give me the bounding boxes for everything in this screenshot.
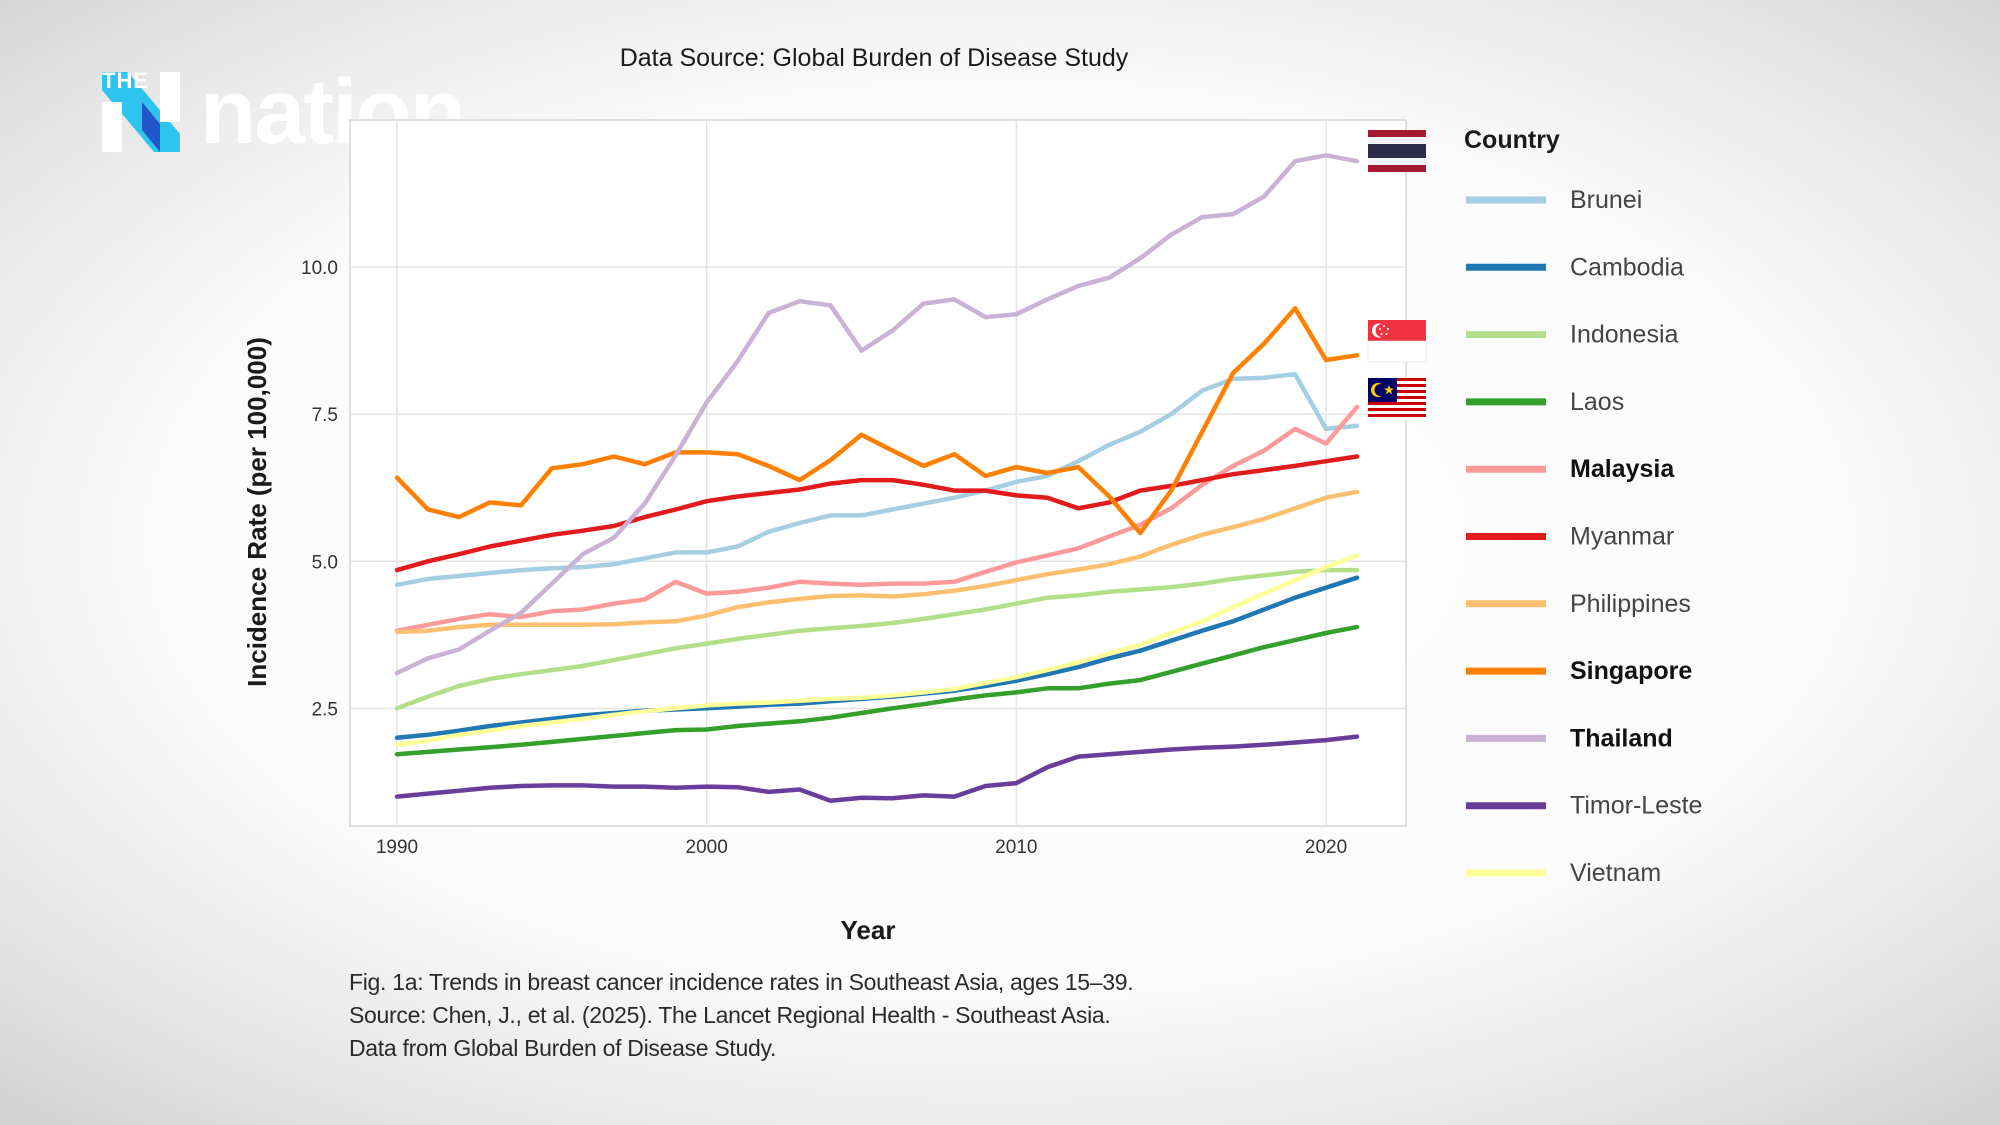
legend-label-thailand: Thailand [1570, 724, 1673, 752]
y-tick-label: 5.0 [312, 552, 338, 573]
legend-label-singapore: Singapore [1570, 657, 1692, 685]
data-source-title: Data Source: Global Burden of Disease St… [619, 44, 1129, 72]
caption-line-2: Source: Chen, J., et al. (2025). The Lan… [349, 1002, 1111, 1028]
caption-line-1: Fig. 1a: Trends in breast cancer inciden… [349, 969, 1134, 995]
series-line-vietnam [394, 553, 1360, 748]
legend-label-philippines: Philippines [1570, 590, 1691, 618]
series-line-singapore [394, 306, 1360, 536]
legend-label-malaysia: Malaysia [1570, 455, 1675, 483]
series-line-timor-leste [394, 734, 1360, 803]
series-line-philippines [394, 489, 1360, 635]
x-tick-label: 2020 [1305, 837, 1347, 858]
legend-label-indonesia: Indonesia [1570, 321, 1679, 349]
malaysia-flag-icon [1368, 378, 1426, 420]
legend-label-vietnam: Vietnam [1570, 859, 1661, 887]
the-nation-logo [102, 72, 180, 152]
series-line-thailand [394, 153, 1360, 676]
y-axis-title: Incidence Rate (per 100,000) [242, 337, 272, 687]
series-line-malaysia [394, 404, 1360, 633]
figure-caption: Fig. 1a: Trends in breast cancer inciden… [349, 966, 1134, 1065]
nation-n-mark-icon [102, 72, 180, 152]
legend-label-myanmar: Myanmar [1570, 523, 1674, 551]
legend-label-brunei: Brunei [1570, 186, 1642, 214]
legend-label-cambodia: Cambodia [1570, 253, 1684, 281]
x-axis-title: Year [841, 915, 896, 945]
series-line-brunei [394, 371, 1360, 588]
y-tick-label: 7.5 [312, 405, 338, 426]
legend-label-laos: Laos [1570, 388, 1624, 416]
logo-the-text: THE [102, 68, 149, 93]
x-tick-label: 2010 [995, 837, 1037, 858]
y-tick-label: 10.0 [301, 258, 338, 279]
series-line-myanmar [394, 454, 1360, 573]
series-line-laos [394, 624, 1360, 757]
y-tick-label: 2.5 [312, 699, 338, 720]
legend-label-timor-leste: Timor-Leste [1570, 792, 1702, 820]
x-tick-label: 1990 [376, 837, 418, 858]
singapore-flag-icon [1367, 320, 1427, 363]
caption-line-3: Data from Global Burden of Disease Study… [349, 1035, 777, 1061]
thailand-flag-icon [1368, 130, 1426, 172]
series-line-indonesia [394, 567, 1360, 711]
x-tick-label: 2000 [686, 837, 728, 858]
legend-title: Country [1464, 126, 1560, 154]
